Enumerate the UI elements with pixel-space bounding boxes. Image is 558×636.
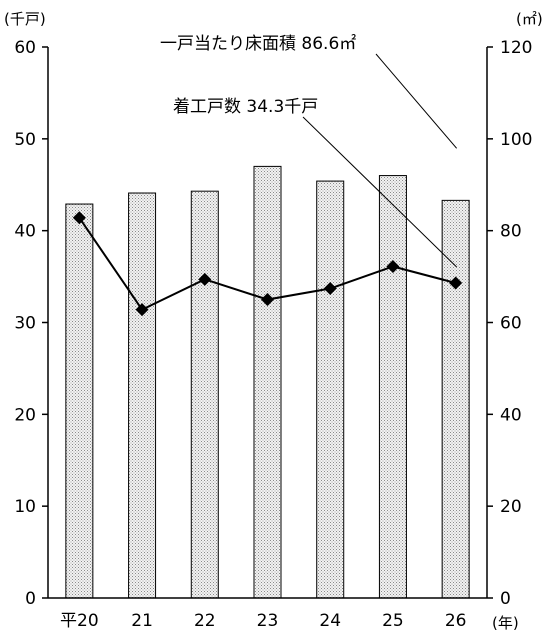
right-tick-label-60: 60 bbox=[500, 314, 522, 334]
floor-area-leader-line bbox=[375, 53, 458, 149]
right-axis-unit: (㎡) bbox=[516, 10, 543, 28]
diamond-marker-3 bbox=[261, 293, 274, 307]
diamond-marker-6 bbox=[449, 276, 463, 290]
bar-1 bbox=[128, 192, 157, 599]
left-axis-unit: (千戸) bbox=[4, 10, 46, 28]
x-tick-label-6: 26 bbox=[445, 611, 467, 631]
left-tick-label-50: 50 bbox=[14, 130, 36, 150]
diamond-marker-2 bbox=[198, 272, 212, 286]
left-tick-label-40: 40 bbox=[14, 222, 36, 242]
leader-lines-layer bbox=[302, 53, 458, 268]
bar-6 bbox=[441, 199, 470, 599]
right-ticks-layer: 0 20 40 60 80 100 120 bbox=[487, 38, 532, 609]
diamond-marker-4 bbox=[323, 282, 337, 296]
floor-area-annotation: 一戸当たり床面積 86.6㎡ bbox=[160, 34, 356, 54]
bars-layer bbox=[65, 165, 470, 599]
right-tick-label-120: 120 bbox=[500, 38, 532, 58]
x-tick-label-4: 24 bbox=[319, 611, 341, 631]
left-tick-label-0: 0 bbox=[25, 589, 36, 609]
right-tick-label-20: 20 bbox=[500, 497, 522, 517]
bar-4 bbox=[316, 180, 345, 599]
x-axis-unit: (年) bbox=[492, 614, 519, 632]
x-tick-label-0: 平20 bbox=[60, 611, 99, 631]
left-ticks-layer: 0 10 20 30 40 50 60 bbox=[14, 38, 48, 609]
x-tick-label-2: 22 bbox=[194, 611, 216, 631]
left-tick-label-20: 20 bbox=[14, 405, 36, 425]
left-tick-label-10: 10 bbox=[14, 497, 36, 517]
right-tick-label-80: 80 bbox=[500, 222, 522, 242]
right-tick-label-100: 100 bbox=[500, 130, 532, 150]
x-labels-layer: 平20 21 22 23 24 25 26 bbox=[60, 611, 466, 631]
diamond-marker-1 bbox=[135, 303, 149, 317]
right-tick-label-0: 0 bbox=[500, 589, 511, 609]
bar-5 bbox=[378, 175, 407, 599]
bar-3 bbox=[253, 165, 282, 599]
right-tick-label-40: 40 bbox=[500, 405, 522, 425]
left-tick-label-30: 30 bbox=[14, 314, 36, 334]
bar-0 bbox=[65, 203, 94, 599]
x-tick-label-5: 25 bbox=[382, 611, 404, 631]
line-layer bbox=[72, 211, 463, 317]
diamond-marker-0 bbox=[72, 211, 86, 225]
left-tick-label-60: 60 bbox=[14, 38, 36, 58]
housing-starts-annotation: 着工戸数 34.3千戸 bbox=[173, 97, 318, 117]
diamond-marker-5 bbox=[386, 259, 400, 273]
x-tick-label-3: 23 bbox=[257, 611, 279, 631]
housing-starts-leader-line bbox=[302, 116, 457, 268]
bar-2 bbox=[190, 190, 219, 599]
x-tick-label-1: 21 bbox=[131, 611, 153, 631]
